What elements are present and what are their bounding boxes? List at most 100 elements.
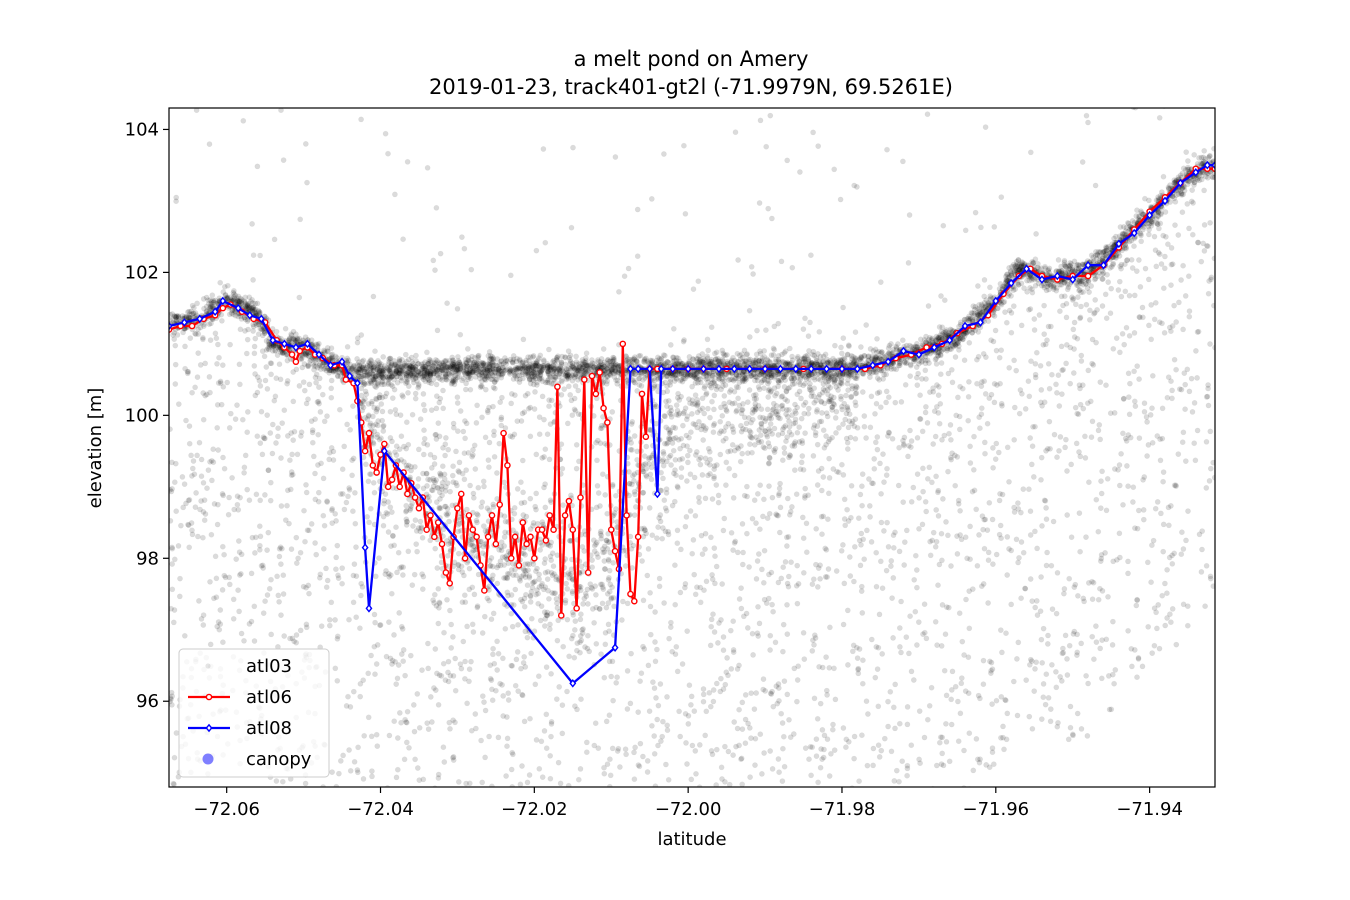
atl03-point	[228, 310, 235, 316]
atl03-point	[687, 372, 694, 379]
atl03-point	[441, 759, 448, 765]
atl03-point	[250, 304, 257, 311]
atl03-point	[520, 364, 527, 371]
atl03-point	[491, 379, 498, 385]
atl03-point	[878, 490, 884, 497]
atl03-point	[744, 483, 750, 490]
atl03-point	[328, 377, 335, 384]
atl03-point	[542, 379, 549, 386]
atl03-point	[759, 377, 766, 384]
atl03-point	[487, 368, 494, 375]
atl03-point	[1083, 280, 1089, 287]
atl03-point	[190, 458, 197, 464]
atl03-point	[604, 378, 611, 384]
atl03-point	[374, 364, 381, 371]
atl03-point	[644, 358, 651, 365]
atl03-point	[601, 770, 608, 777]
atl03-point	[388, 381, 395, 388]
atl03-point	[379, 378, 386, 385]
atl03-point	[1185, 178, 1192, 185]
atl03-point	[1008, 270, 1015, 277]
atl03-point	[234, 501, 241, 508]
atl03-point	[736, 352, 743, 359]
atl03-point	[712, 359, 718, 366]
atl03-point	[1140, 226, 1146, 233]
atl03-point	[377, 374, 384, 381]
atl03-point	[602, 440, 608, 447]
atl03-point	[466, 369, 473, 376]
atl03-point	[487, 352, 494, 359]
atl03-point	[889, 350, 896, 357]
atl03-point	[761, 347, 768, 354]
atl03-point	[737, 356, 744, 362]
atl03-point	[548, 380, 555, 387]
atl03-point	[968, 309, 975, 316]
atl03-point	[562, 372, 569, 379]
atl03-point	[867, 368, 873, 375]
atl03-point	[996, 354, 1003, 361]
atl03-point	[890, 575, 897, 581]
atl03-point	[873, 583, 880, 590]
atl03-point	[1133, 213, 1140, 219]
atl03-point	[384, 785, 391, 787]
atl03-point	[809, 581, 816, 588]
atl03-point	[529, 364, 535, 370]
atl03-point	[1189, 187, 1196, 193]
atl03-point	[1063, 360, 1069, 367]
atl03-point	[1045, 360, 1052, 367]
atl03-point	[776, 769, 782, 776]
atl03-point	[210, 304, 216, 310]
atl03-point	[1041, 284, 1048, 291]
atl03-point	[448, 364, 455, 371]
atl03-point	[1123, 245, 1129, 252]
atl03-point	[445, 360, 452, 367]
atl03-point	[589, 557, 595, 563]
atl03-point	[234, 297, 241, 304]
atl03-point	[544, 365, 551, 371]
atl03-point	[496, 361, 503, 368]
atl03-point	[987, 284, 993, 291]
atl03-point	[578, 369, 584, 376]
atl03-point	[1098, 675, 1105, 682]
atl03-point	[1048, 562, 1055, 569]
atl03-point	[1182, 166, 1189, 173]
atl03-point	[486, 361, 493, 368]
atl03-point	[372, 348, 378, 355]
atl03-point	[367, 505, 374, 512]
atl03-point	[1203, 484, 1210, 491]
atl03-point	[322, 365, 329, 372]
atl03-point	[529, 373, 535, 380]
atl03-point	[1167, 199, 1174, 205]
atl03-point	[840, 725, 847, 731]
atl03-point	[333, 518, 339, 524]
atl03-point	[881, 479, 887, 485]
atl03-point	[416, 777, 423, 783]
atl03-point	[520, 375, 526, 382]
atl03-point	[423, 349, 430, 356]
atl03-point	[909, 346, 916, 353]
atl03-point	[1093, 256, 1100, 262]
atl03-point	[872, 439, 879, 446]
atl03-point	[1057, 308, 1063, 315]
atl03-point	[591, 360, 597, 367]
atl03-point	[637, 678, 643, 685]
atl03-point	[997, 280, 1004, 287]
atl03-point	[415, 360, 422, 367]
atl03-point	[603, 380, 610, 387]
atl03-point	[426, 364, 433, 371]
atl03-point	[667, 371, 674, 378]
atl03-point	[261, 330, 268, 337]
atl03-point	[1026, 273, 1032, 280]
atl03-point	[528, 367, 535, 373]
atl03-point	[1161, 329, 1168, 336]
atl03-point	[232, 292, 239, 299]
atl03-point	[203, 294, 210, 301]
atl03-point	[410, 362, 417, 369]
atl03-point	[1198, 569, 1205, 575]
atl03-point	[449, 362, 456, 369]
atl03-point	[820, 474, 827, 480]
atl03-point	[546, 346, 552, 353]
atl03-point	[326, 616, 333, 623]
atl03-point	[478, 378, 485, 385]
atl03-point	[1043, 516, 1050, 523]
